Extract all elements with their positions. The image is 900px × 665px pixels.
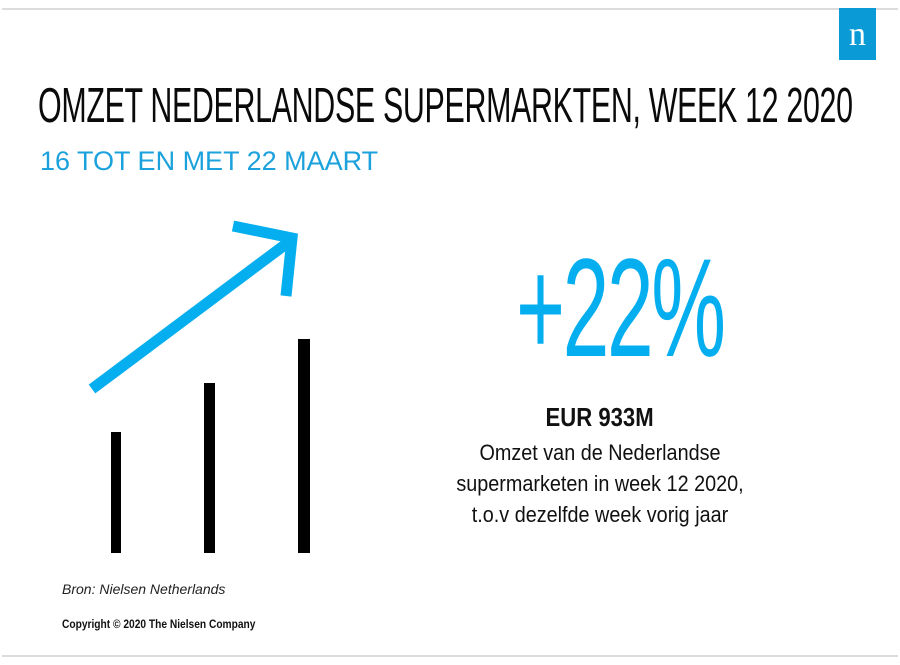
- top-divider: [2, 8, 898, 10]
- bottom-divider: [2, 655, 898, 657]
- stat-block: EUR 933M Omzet van de Nederlandse superm…: [420, 402, 780, 530]
- source-note: Bron: Nielsen Netherlands: [62, 581, 226, 597]
- growth-arrow-icon: [88, 220, 298, 394]
- description-line: t.o.v dezelfde week vorig jaar: [471, 502, 729, 527]
- page-subtitle: 16 TOT EN MET 22 MAART: [40, 146, 379, 176]
- description-line: supermarketen in week 12 2020,: [456, 471, 744, 496]
- revenue-description: Omzet van de Nederlandse supermarketen i…: [438, 437, 762, 530]
- revenue-amount: EUR 933M: [545, 402, 655, 432]
- page-title: OMZET NEDERLANDSE SUPERMARKTEN, WEEK 12 …: [38, 79, 853, 133]
- nielsen-logo-letter: n: [849, 16, 866, 53]
- bar-1: [111, 432, 121, 553]
- copyright-note: Copyright © 2020 The Nielsen Company: [62, 617, 256, 631]
- bar-3: [298, 339, 310, 553]
- change-percentage: +22%: [516, 229, 726, 386]
- bar-2: [204, 383, 215, 553]
- description-line: Omzet van de Nederlandse: [479, 440, 721, 465]
- nielsen-logo: n: [839, 8, 876, 60]
